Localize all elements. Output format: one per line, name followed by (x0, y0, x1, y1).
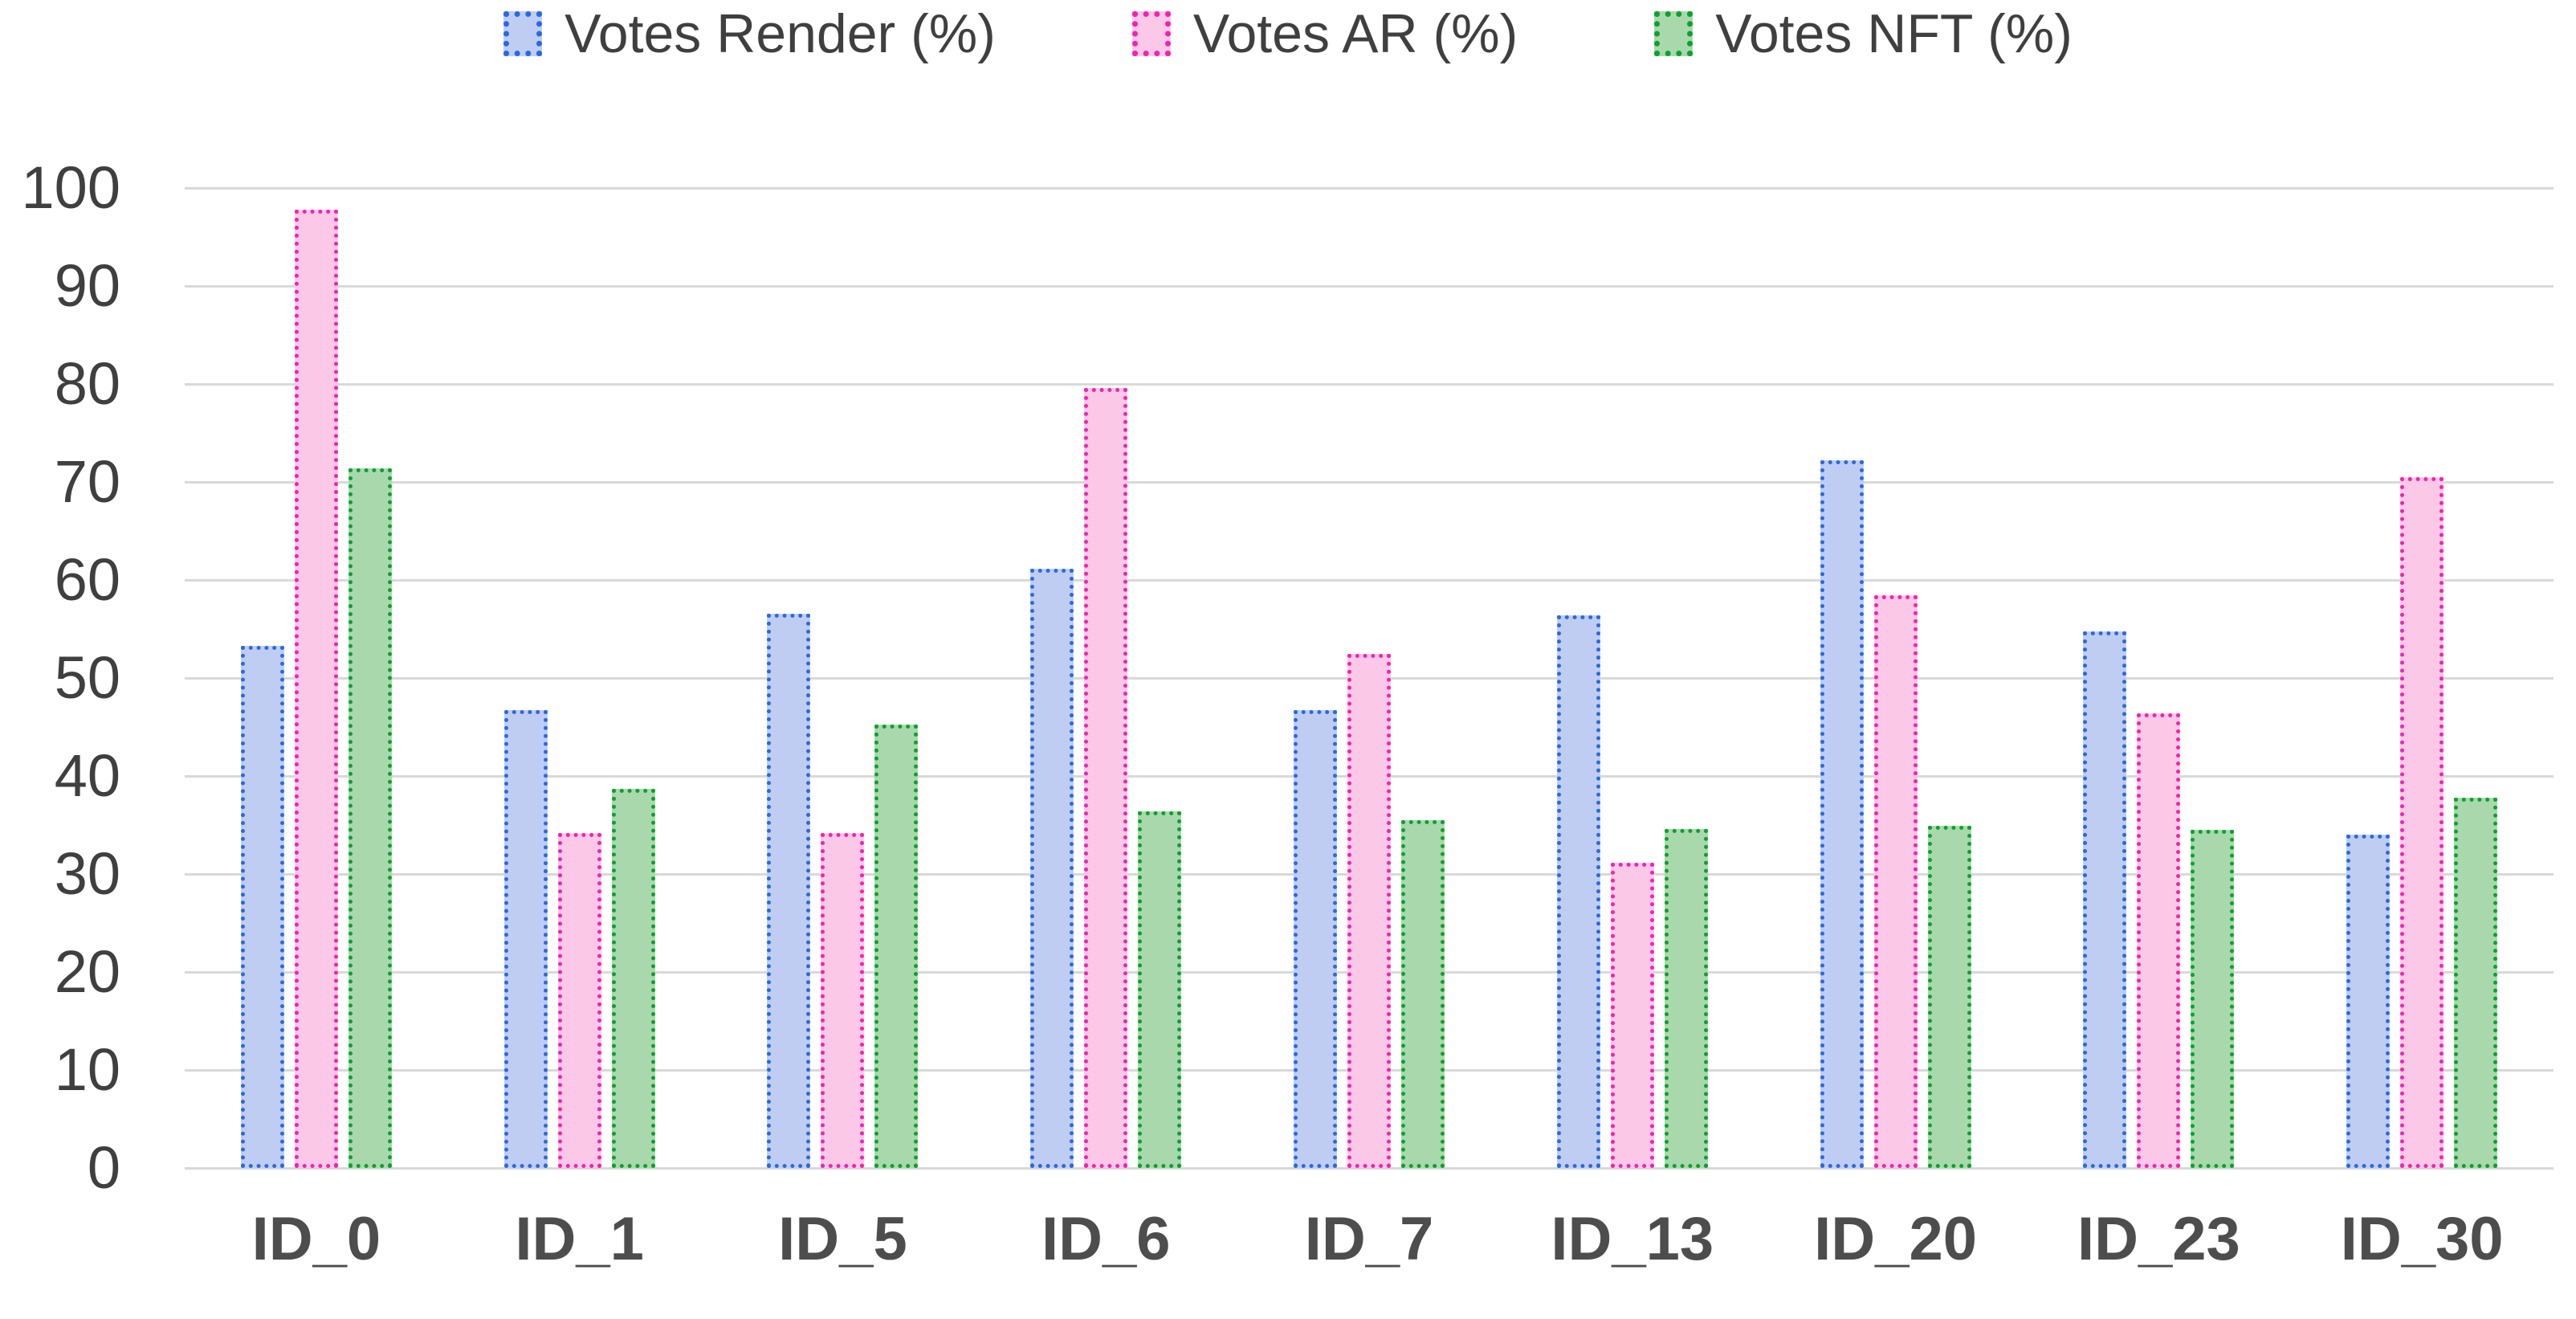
bar-group-id-1 (448, 188, 711, 1168)
bar-votes-render-id-7 (1294, 710, 1338, 1168)
bar-groups (185, 188, 2554, 1168)
bar-votes-nft-id-6 (1138, 811, 1182, 1168)
bar-votes-render-id-1 (503, 710, 548, 1168)
bar-votes-render-id-23 (2083, 631, 2127, 1168)
gridline-80 (185, 382, 2554, 386)
bar-votes-ar-id-5 (821, 832, 865, 1168)
legend-label: Votes Render (%) (565, 3, 996, 64)
bar-group-id-6 (974, 188, 1237, 1168)
y-axis: 0 10 20 30 40 50 60 70 80 90 100 (0, 158, 120, 1198)
y-tick-label-70: 70 (54, 448, 120, 515)
plot-area (185, 186, 2554, 1170)
bar-votes-nft-id-5 (874, 725, 919, 1168)
legend-swatch-icon-votes-ar (1131, 11, 1171, 56)
y-tick-label-80: 80 (54, 350, 120, 417)
bar-votes-nft-id-20 (1927, 825, 1971, 1168)
legend-label: Votes NFT (%) (1715, 3, 2073, 64)
y-tick-label-60: 60 (54, 546, 120, 613)
x-tick-label-id-6: ID_6 (1041, 1205, 1171, 1273)
y-tick-label-10: 10 (54, 1036, 120, 1103)
bar-votes-nft-id-13 (1664, 828, 1708, 1168)
bar-votes-nft-id-0 (348, 468, 392, 1168)
bar-votes-render-id-0 (240, 645, 284, 1168)
y-tick-label-20: 20 (54, 938, 120, 1005)
y-tick-label-40: 40 (54, 742, 120, 809)
bar-chart: 0 10 20 30 40 50 60 70 80 90 100 (0, 158, 2576, 1198)
gridline-70 (185, 480, 2554, 484)
bar-votes-nft-id-30 (2454, 797, 2498, 1168)
bar-votes-render-id-30 (2346, 834, 2391, 1168)
bar-votes-render-id-13 (1556, 615, 1600, 1168)
x-tick-label-id-20: ID_20 (1814, 1205, 1977, 1273)
gridline-100 (185, 186, 2554, 190)
legend-label: Votes AR (%) (1192, 3, 1518, 64)
legend-item-votes-render: Votes Render (%) (503, 6, 996, 61)
bar-votes-render-id-5 (767, 614, 811, 1168)
y-tick-label-90: 90 (54, 252, 120, 319)
bar-votes-ar-id-23 (2137, 713, 2181, 1168)
bar-votes-ar-id-13 (1610, 863, 1654, 1168)
x-tick-label-id-7: ID_7 (1304, 1205, 1434, 1273)
bar-votes-ar-id-7 (1347, 654, 1392, 1168)
chart-legend: Votes Render (%) Votes AR (%) Votes NFT (%… (0, 6, 2576, 61)
gridline-0 (185, 1166, 2554, 1170)
legend-swatch-icon-votes-render (503, 11, 543, 56)
x-tick-label-id-0: ID_0 (251, 1205, 381, 1273)
x-axis: ID_0 ID_1 ID_5 ID_6 ID_7 ID_13 ID_20 ID_23 ID_30 (185, 1204, 2554, 1274)
bar-votes-ar-id-0 (294, 209, 338, 1168)
bar-votes-nft-id-1 (611, 788, 655, 1168)
y-tick-label-100: 100 (21, 154, 120, 221)
y-tick-label-0: 0 (87, 1134, 120, 1201)
bar-votes-ar-id-1 (557, 832, 601, 1168)
legend-item-votes-nft: Votes NFT (%) (1654, 6, 2073, 61)
bar-group-id-30 (2290, 188, 2554, 1168)
x-tick-label-id-1: ID_1 (515, 1205, 644, 1273)
bar-group-id-13 (1501, 188, 1764, 1168)
legend-swatch-icon-votes-nft (1654, 11, 1694, 56)
bar-group-id-20 (1764, 188, 2028, 1168)
gridline-60 (185, 578, 2554, 582)
x-tick-label-id-5: ID_5 (778, 1205, 907, 1273)
legend-item-votes-ar: Votes AR (%) (1131, 3, 1518, 64)
bar-group-id-0 (185, 188, 448, 1168)
bar-group-id-7 (1237, 188, 1501, 1168)
bar-votes-ar-id-6 (1084, 387, 1128, 1168)
x-tick-label-id-23: ID_23 (2077, 1205, 2240, 1273)
bar-group-id-23 (2027, 188, 2290, 1168)
y-tick-label-50: 50 (54, 644, 120, 711)
bar-votes-nft-id-23 (2191, 829, 2235, 1168)
gridline-90 (185, 284, 2554, 288)
bar-votes-render-id-20 (1820, 459, 1864, 1168)
y-tick-label-30: 30 (54, 840, 120, 907)
x-tick-label-id-13: ID_13 (1551, 1205, 1714, 1273)
bar-votes-ar-id-20 (1873, 595, 1918, 1168)
bar-votes-render-id-6 (1030, 569, 1074, 1168)
bar-group-id-5 (711, 188, 975, 1168)
bar-votes-nft-id-7 (1401, 819, 1445, 1168)
bar-votes-ar-id-30 (2400, 476, 2444, 1168)
x-tick-label-id-30: ID_30 (2340, 1205, 2504, 1273)
